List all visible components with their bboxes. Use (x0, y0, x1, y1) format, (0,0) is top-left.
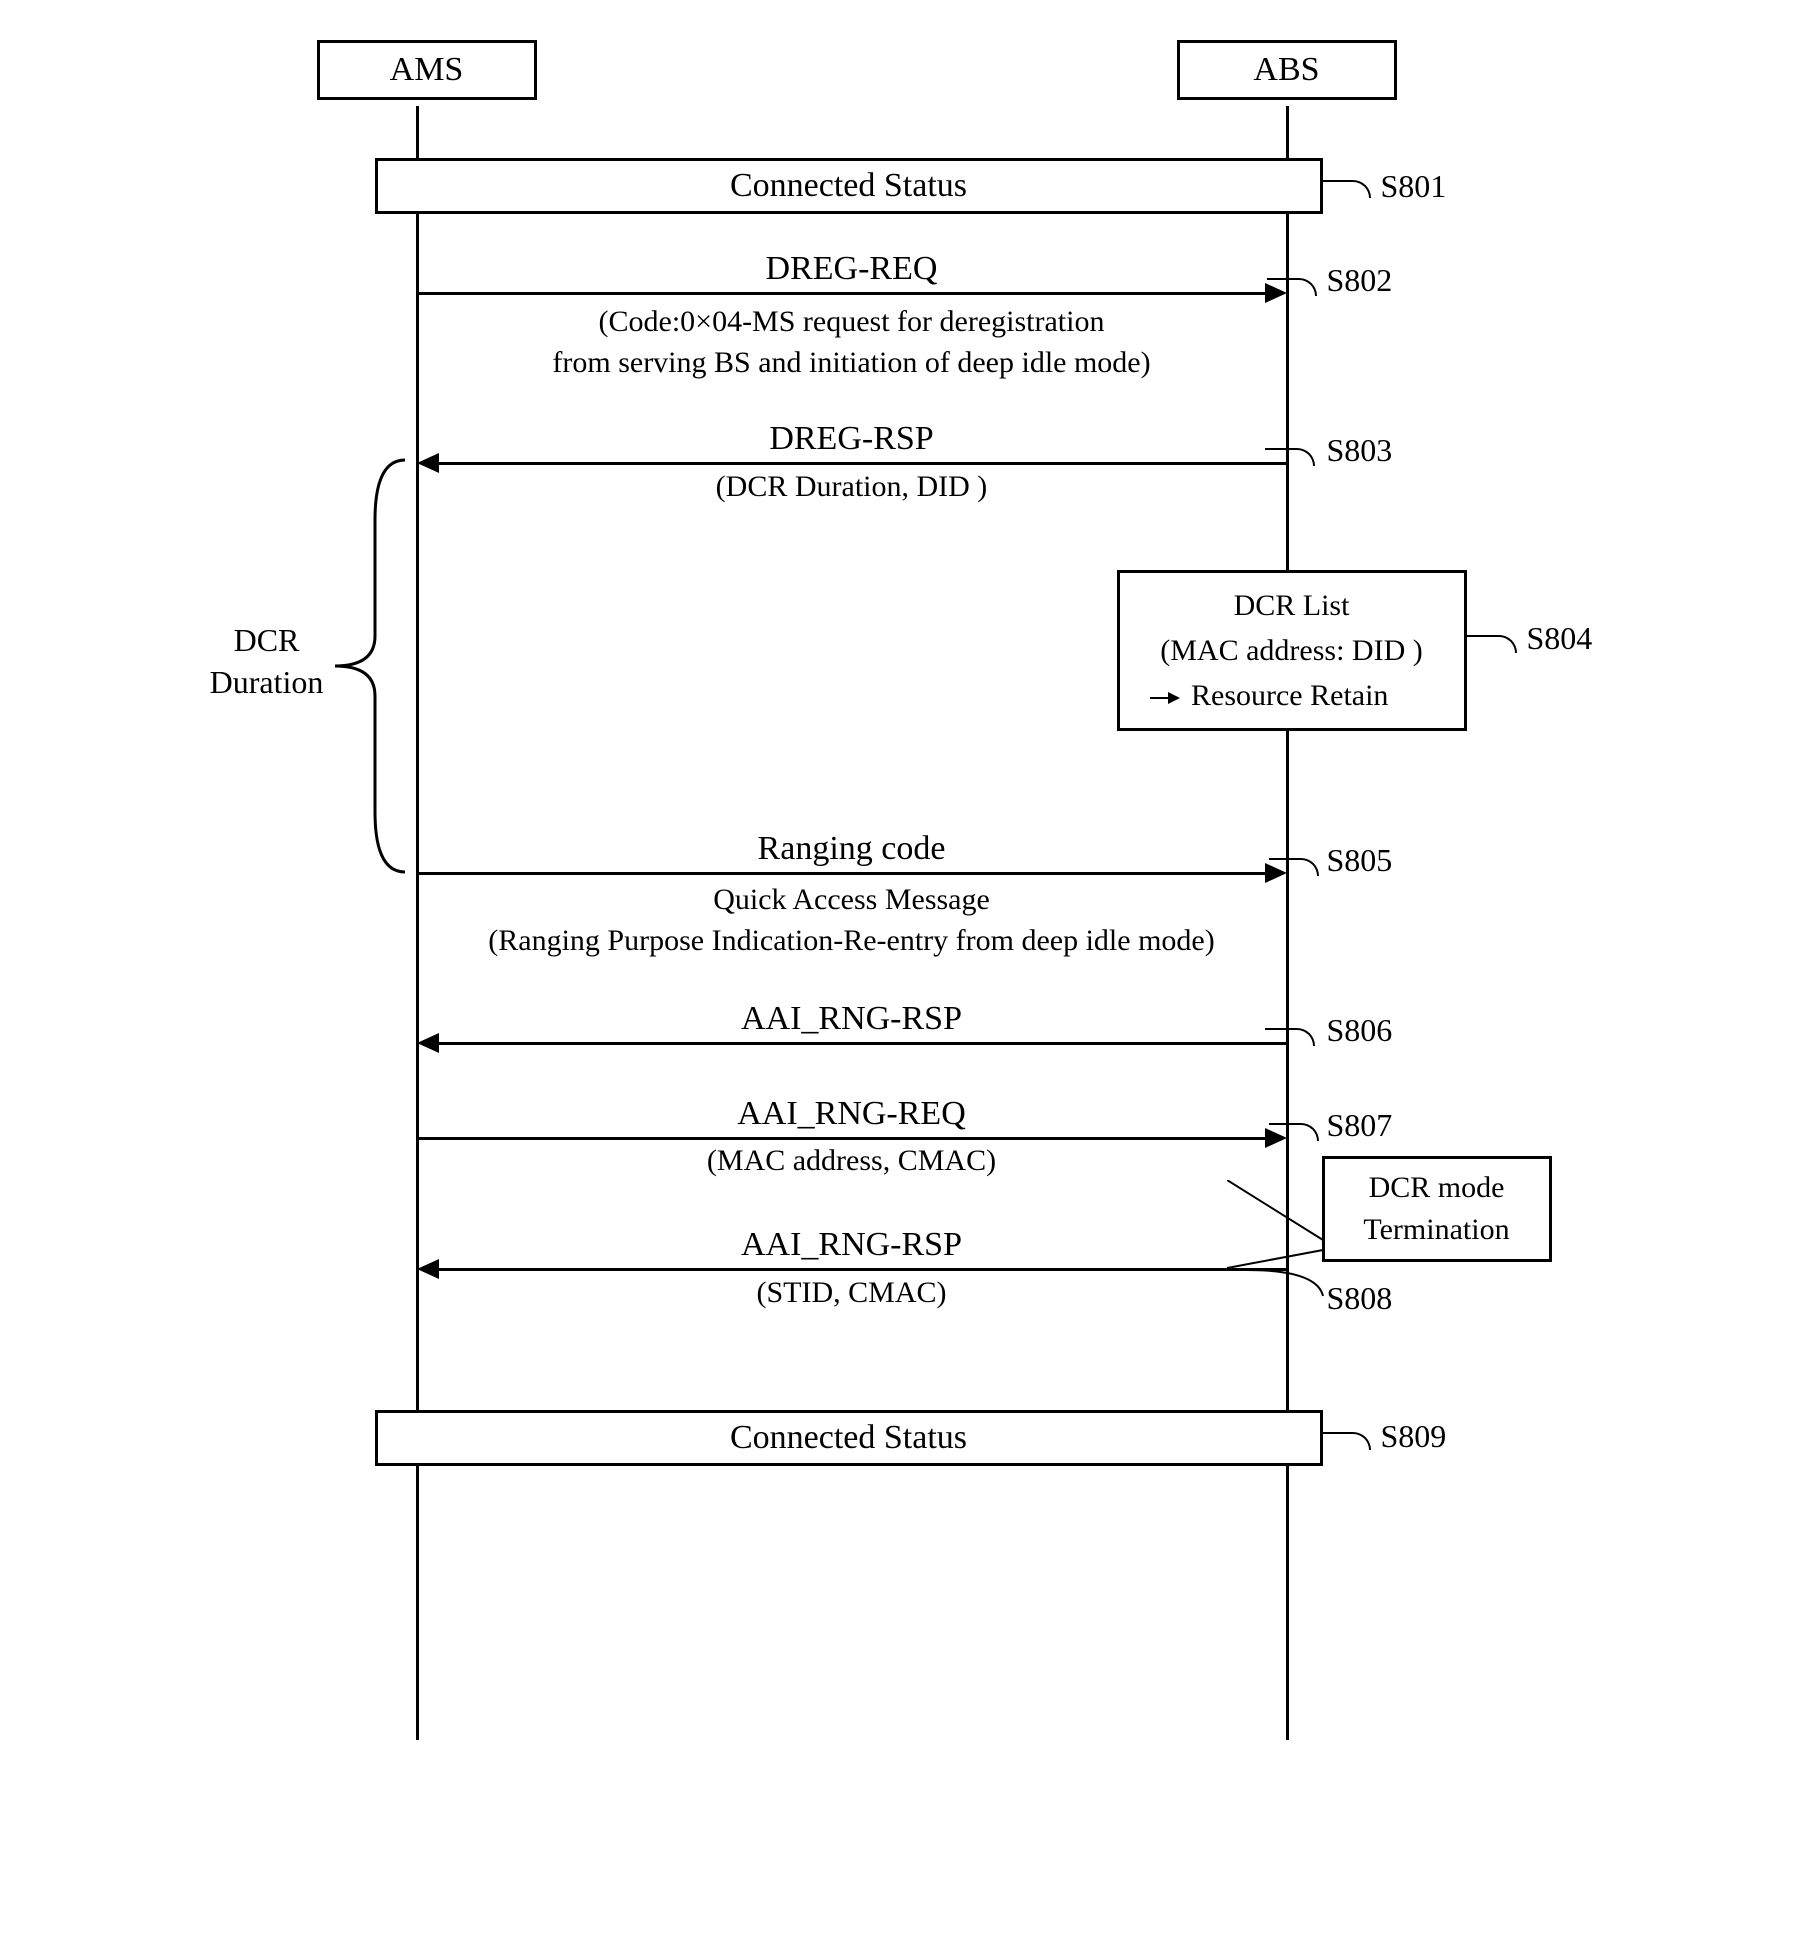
participant-abs: ABS (1177, 40, 1397, 100)
step-lead-s804 (1467, 635, 1517, 653)
step-s807: S807 (1327, 1107, 1393, 1144)
status-top-label: Connected Status (730, 167, 967, 204)
arrow-s806 (439, 1042, 1287, 1045)
step-s809: S809 (1381, 1418, 1447, 1455)
step-lead-s809 (1321, 1432, 1371, 1450)
status-box-bottom: Connected Status (375, 1410, 1323, 1466)
dcr-list-line3: Resource Retain (1191, 679, 1388, 712)
msg-rng-rsp2-sub: (STID, CMAC) (417, 1276, 1287, 1310)
step-s801: S801 (1381, 168, 1447, 205)
step-s804: S804 (1527, 620, 1593, 657)
arrow-s808 (439, 1268, 1287, 1271)
msg-rng-req-sub: (MAC address, CMAC) (417, 1144, 1287, 1178)
arrow-s807 (419, 1137, 1267, 1140)
arrow-head-s806 (417, 1033, 439, 1053)
status-box-top: Connected Status (375, 158, 1323, 214)
dcr-term-box: DCR mode Termination (1322, 1156, 1552, 1262)
brace-label: DCR Duration (197, 620, 337, 703)
msg-dreg-req-title: DREG-REQ (417, 250, 1287, 288)
arrow-s805 (419, 872, 1267, 875)
msg-dreg-rsp-sub: (DCR Duration, DID ) (417, 470, 1287, 504)
msg-ranging-sub: Quick Access Message (Ranging Purpose In… (387, 880, 1317, 961)
participant-ams: AMS (317, 40, 537, 100)
msg-rng-req-title: AAI_RNG-REQ (417, 1095, 1287, 1133)
dcr-list-title: DCR List (1134, 583, 1450, 628)
arrow-s802 (419, 292, 1267, 295)
msg-ranging-title: Ranging code (417, 830, 1287, 868)
step-s806: S806 (1327, 1012, 1393, 1049)
step-s803: S803 (1327, 432, 1393, 469)
mini-arrow-icon (1150, 697, 1178, 699)
dcr-list-box: DCR List (MAC address: DID ) Resource Re… (1117, 570, 1467, 731)
step-lead-s802 (1267, 278, 1317, 296)
dcr-term-line1: DCR mode (1339, 1167, 1535, 1209)
msg-dreg-req-sub: (Code:0×04-MS request for deregistration… (417, 302, 1287, 383)
sequence-diagram: AMS ABS Connected Status S801 DREG-REQ S… (157, 40, 1657, 1740)
dcr-list-line2: (MAC address: DID ) (1134, 628, 1450, 673)
participant-abs-label: ABS (1253, 51, 1319, 88)
note-leads (1227, 1180, 1337, 1280)
brace-dcr (327, 456, 417, 876)
step-lead-s805 (1269, 858, 1319, 876)
step-lead-s807 (1269, 1123, 1319, 1141)
msg-dreg-rsp-title: DREG-RSP (417, 420, 1287, 458)
step-lead-s803 (1265, 448, 1315, 466)
step-s802: S802 (1327, 262, 1393, 299)
msg-rng-rsp2-title: AAI_RNG-RSP (417, 1226, 1287, 1264)
step-lead-s806 (1265, 1028, 1315, 1046)
arrow-s803 (439, 462, 1287, 465)
participant-ams-label: AMS (390, 51, 464, 88)
step-lead-s801 (1321, 180, 1371, 198)
step-s805: S805 (1327, 842, 1393, 879)
msg-rng-rsp1-title: AAI_RNG-RSP (417, 1000, 1287, 1038)
status-bottom-label: Connected Status (730, 1419, 967, 1456)
dcr-term-line2: Termination (1339, 1209, 1535, 1251)
